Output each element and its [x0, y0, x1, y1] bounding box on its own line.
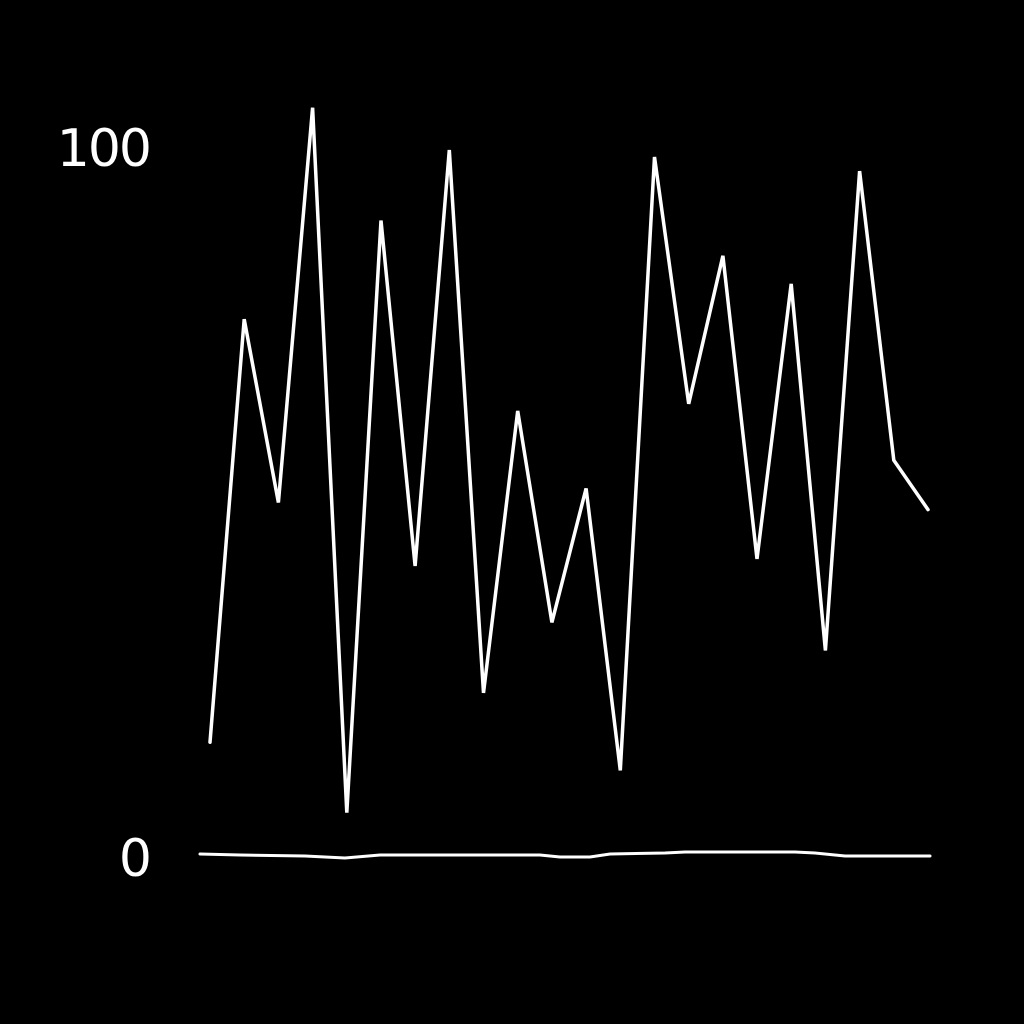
x-axis-line: [198, 850, 932, 860]
y-tick-label-100: 100: [57, 119, 150, 179]
series-group: [208, 107, 930, 813]
y-tick-label-0: 0: [119, 829, 150, 889]
series-line-0: [208, 107, 930, 813]
